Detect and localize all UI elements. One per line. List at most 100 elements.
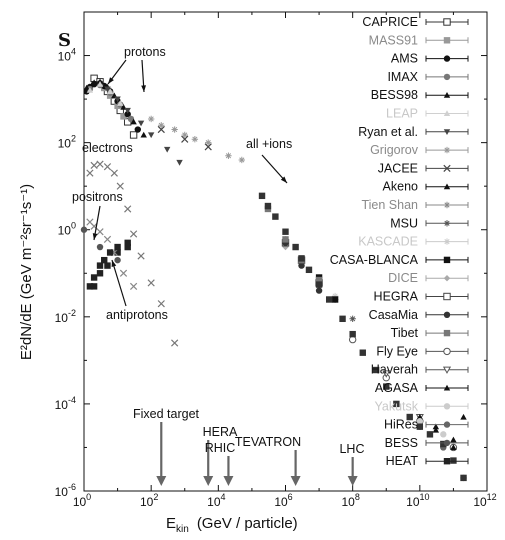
data-point: [432, 426, 440, 433]
x-tick-label: 1010: [406, 492, 429, 509]
data-point: [292, 243, 299, 251]
data-point: [315, 281, 323, 288]
y-tick-label-base: 10: [55, 311, 69, 325]
legend-marker: [443, 347, 451, 356]
legend-marker: [443, 403, 451, 410]
data-point: [119, 269, 128, 277]
legend-label: Grigorov: [370, 143, 419, 157]
legend-marker: [443, 256, 451, 264]
series-grigorov: [147, 115, 246, 164]
data-point: [426, 431, 434, 438]
data-point: [349, 330, 356, 338]
data-point: [86, 283, 94, 290]
x-tick-label-exp: 12: [487, 492, 497, 502]
y-tick-label-exp: -4: [68, 395, 76, 405]
data-point: [432, 423, 440, 430]
marker-label: HERA: [203, 425, 238, 439]
series-bess: [80, 226, 121, 264]
legend-marker: [443, 55, 451, 62]
legend: CAPRICE MASS91 AMS IMAX BESS98 LEAP Ryan et al…: [330, 15, 469, 468]
legend-marker: [443, 18, 451, 26]
legend-label: IMAX: [387, 70, 418, 84]
x-tick-label-base: 10: [73, 495, 87, 509]
data-point: [80, 226, 88, 233]
data-point: [86, 169, 94, 177]
legend-marker: [443, 146, 451, 154]
svg-text:Ekin(GeV / particle): Ekin (GeV / particle): [166, 515, 298, 535]
data-point: [147, 132, 155, 139]
x-tick-label: 1012: [473, 492, 496, 509]
legend-label: Fly Eye: [376, 344, 418, 358]
data-point: [315, 287, 323, 294]
series-leap: [86, 80, 124, 106]
y-tick-label-exp: -2: [68, 308, 76, 318]
x-axis-label-sub: kin: [176, 524, 189, 535]
legend-marker: [443, 384, 451, 391]
curve-label: antiprotons: [106, 308, 168, 322]
x-axis-label: Ekin (GeV / particle): [166, 515, 298, 535]
legend-label: BESS98: [371, 88, 418, 102]
data-point: [127, 115, 135, 123]
legend-marker: [443, 292, 451, 301]
data-point: [124, 205, 132, 213]
x-tick-label-exp: 8: [355, 492, 360, 502]
legend-label: KASCADE: [358, 235, 418, 249]
data-point: [147, 115, 155, 123]
x-tick-label-base: 10: [341, 495, 355, 509]
data-point: [450, 444, 457, 451]
data-point: [140, 131, 147, 138]
x-tick-label-base: 10: [274, 495, 288, 509]
data-point: [282, 236, 289, 243]
marker-arrow-head: [347, 476, 358, 486]
y-tick-label: 104: [58, 47, 76, 64]
legend-marker: [443, 164, 451, 173]
x-tick-label: 108: [341, 492, 359, 509]
data-point: [103, 235, 112, 244]
axis-ticks: 100 102 104 106 108 1010 101210410210010-210-4…: [55, 11, 497, 509]
legend-label: LEAP: [386, 107, 418, 121]
data-points: [80, 74, 467, 482]
data-point: [460, 413, 467, 420]
x-tick-label-exp: 0: [86, 492, 91, 502]
data-point: [264, 202, 272, 210]
series-heat: [90, 243, 131, 290]
data-point: [181, 135, 189, 143]
protons-arrow-head: [141, 85, 146, 92]
series-jacee: [157, 125, 212, 151]
data-point: [348, 335, 357, 344]
x-tick-label-exp: 6: [288, 492, 293, 502]
data-point: [298, 262, 305, 269]
y-tick-label: 10-4: [55, 395, 76, 412]
x-axis-label-rest: (GeV / particle): [197, 515, 298, 532]
data-point: [124, 110, 131, 118]
data-point: [372, 366, 380, 374]
data-point: [117, 100, 124, 106]
series-yakutsk: [416, 418, 447, 438]
legend-label: Ryan et al.: [358, 125, 418, 139]
data-point: [331, 296, 339, 303]
data-point: [393, 400, 400, 408]
data-point: [171, 126, 178, 133]
data-point: [104, 86, 111, 93]
data-point: [114, 243, 121, 251]
x-tick-label-base: 10: [207, 495, 221, 509]
legend-marker: [443, 275, 451, 282]
legend-label: CasaMia: [369, 308, 418, 322]
marker-arrow-head: [203, 476, 214, 486]
data-point: [110, 169, 118, 177]
curve-label: electrons: [82, 141, 133, 155]
antiprotons-arrow: [111, 259, 127, 307]
panel-label: S: [58, 30, 71, 51]
data-point: [171, 339, 179, 347]
data-point: [176, 159, 183, 166]
data-point: [106, 88, 114, 94]
data-point: [158, 122, 165, 129]
data-point: [106, 249, 114, 256]
data-point: [349, 315, 356, 323]
legend-label: HEGRA: [374, 290, 419, 304]
y-tick-label-exp: 4: [71, 47, 76, 57]
legend-marker: [443, 458, 451, 465]
x-tick-label: 104: [207, 492, 225, 509]
data-point: [331, 292, 339, 300]
